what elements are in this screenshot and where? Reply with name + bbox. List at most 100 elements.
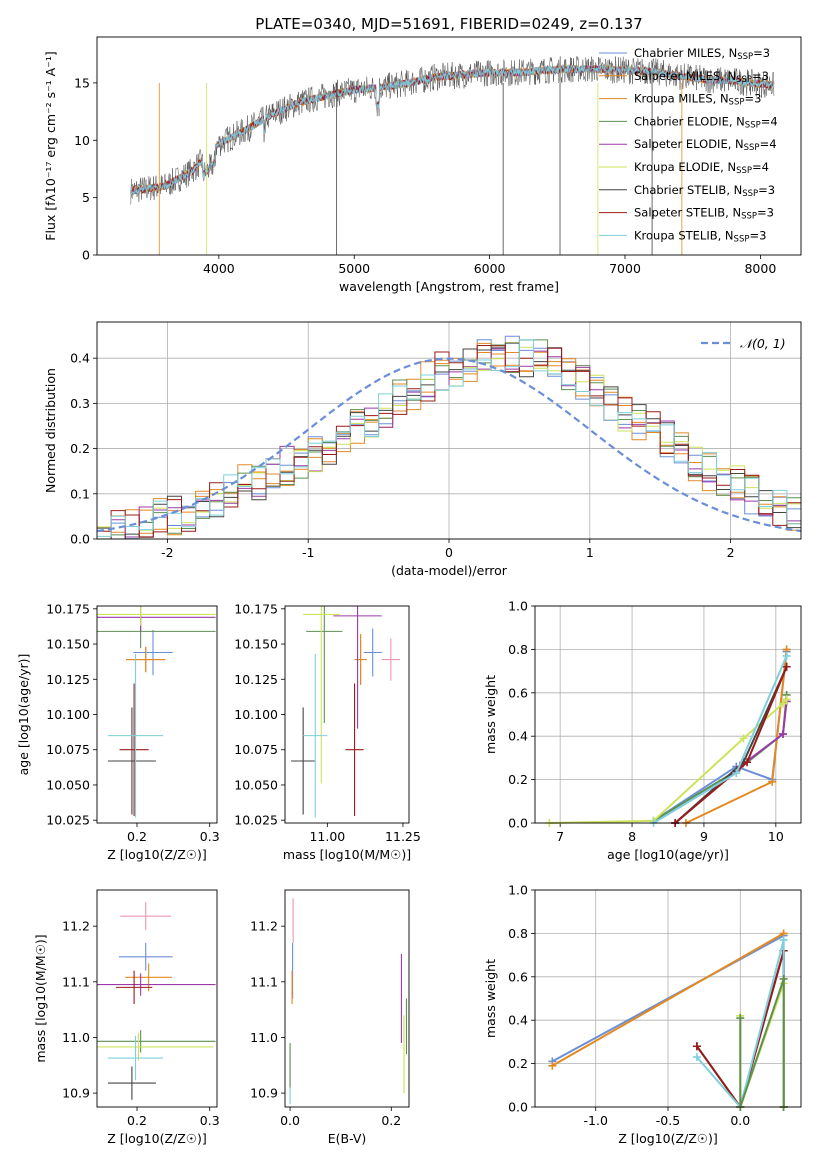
y-tick-label: 0.6 xyxy=(508,685,528,700)
x-tick-label: 0.3 xyxy=(200,1113,220,1128)
legend-entry: Salpeter ELODIE, NSSP=4 xyxy=(634,137,777,153)
errorbar-plot xyxy=(97,606,216,818)
y-tick-label: 0.1 xyxy=(70,486,90,501)
y-tick-label: 0.4 xyxy=(508,729,528,744)
y-tick-label: 0.6 xyxy=(508,969,528,984)
weight-marker xyxy=(548,1061,557,1070)
x-tick-label: 9 xyxy=(700,829,708,844)
y-tick-label: 10.075 xyxy=(46,742,90,757)
x-axis-label: mass [log10(M/M☉)] xyxy=(283,847,411,862)
x-tick-label: 7 xyxy=(556,829,564,844)
y-tick-label: 11.1 xyxy=(62,974,90,989)
weight-plot xyxy=(545,645,791,827)
x-tick-label: 0.2 xyxy=(381,1113,401,1128)
legend-entry: Salpeter STELIB, NSSP=3 xyxy=(634,206,774,222)
y-tick-label: 11.0 xyxy=(250,1030,278,1045)
weight-marker xyxy=(692,1053,701,1062)
legend-entry: Kroupa STELIB, NSSP=3 xyxy=(634,228,766,244)
y-axis-label: mass [log10(M/M☉)] xyxy=(33,934,48,1062)
axes: 4000 5000 6000 7000 8000 0 5 10 15 wavelength [An… xyxy=(43,51,776,294)
axes-frame xyxy=(284,889,410,1108)
axes: 7 8 9 10 0.0 0.2 0.4 0.6 0.8 1.0 age [log10(age/yr… xyxy=(483,599,801,862)
legend-entry: Chabrier MILES, NSSP=3 xyxy=(634,46,770,62)
y-tick-label: 11.1 xyxy=(250,974,278,989)
weight-line xyxy=(551,932,785,1067)
x-tick-label: 0.0 xyxy=(730,1113,750,1128)
errorbar-plot xyxy=(97,902,216,1100)
x-tick-label: -0.5 xyxy=(656,1113,680,1128)
x-tick-label: 8 xyxy=(628,829,636,844)
weight-marker xyxy=(768,777,777,786)
axes-frame xyxy=(534,605,802,824)
y-tick-label: 10.9 xyxy=(62,1086,90,1101)
axes-frame xyxy=(284,605,410,824)
weight-marker xyxy=(779,974,788,983)
y-tick-label: 10.150 xyxy=(234,637,278,652)
spectrum-line xyxy=(130,64,775,195)
axes-frame xyxy=(96,889,218,1108)
axes-frame xyxy=(534,889,802,1108)
y-tick-label: 1.0 xyxy=(508,883,528,898)
y-tick-label: 10 xyxy=(74,133,90,148)
histogram-plot xyxy=(97,335,801,539)
x-tick-label: -1.0 xyxy=(584,1113,608,1128)
y-tick-label: 0.4 xyxy=(70,351,90,366)
y-tick-label: 0.8 xyxy=(508,926,528,941)
weight-marker xyxy=(743,758,752,767)
histogram-step xyxy=(97,348,801,539)
y-tick-label: 10.125 xyxy=(234,672,278,687)
y-tick-label: 10.025 xyxy=(234,813,278,828)
x-axis-label: wavelength [Angstrom, rest frame] xyxy=(339,279,559,294)
x-axis-label: Z [log10(Z/Z☉)] xyxy=(107,847,207,862)
figure-title: PLATE=0340, MJD=51691, FIBERID=0249, z=0… xyxy=(255,15,642,33)
y-tick-label: 11.0 xyxy=(62,1030,90,1045)
weight-marker xyxy=(779,699,788,708)
x-tick-label: 10 xyxy=(768,829,784,844)
weight-marker xyxy=(732,769,741,778)
y-tick-label: 0 xyxy=(82,248,90,263)
y-tick-label: 5 xyxy=(82,190,90,205)
x-tick-label: 5000 xyxy=(338,261,370,276)
x-tick-label: 4000 xyxy=(203,261,235,276)
x-axis-label: (data-model)/error xyxy=(391,563,508,578)
legend: Chabrier MILES, NSSP=3 Salpeter MILES, NS… xyxy=(599,46,778,244)
y-tick-label: 10.050 xyxy=(234,777,278,792)
y-tick-label: 10.100 xyxy=(46,707,90,722)
x-tick-label: 7000 xyxy=(609,261,641,276)
errorbar-plot xyxy=(289,898,408,1105)
y-tick-label: 0.3 xyxy=(70,396,90,411)
histogram-step xyxy=(97,345,801,538)
weight-marker xyxy=(779,730,788,739)
axes: 11.00 11.25 10.025 10.050 10.075 10.100 10.125… xyxy=(234,601,421,862)
weight-marker xyxy=(782,651,791,660)
weight-marker xyxy=(779,935,788,944)
spectrum-plot xyxy=(130,56,775,255)
y-tick-label: 10.050 xyxy=(46,777,90,792)
y-tick-label: 15 xyxy=(74,75,90,90)
weight-marker xyxy=(692,1042,701,1051)
x-tick-label: 0 xyxy=(445,545,453,560)
y-tick-label: 11.2 xyxy=(250,919,278,934)
weight-marker xyxy=(736,1014,745,1023)
y-tick-label: 10.100 xyxy=(234,707,278,722)
weight-marker xyxy=(782,662,791,671)
y-tick-label: 10.9 xyxy=(250,1086,278,1101)
x-tick-label: 0.0 xyxy=(280,1113,300,1128)
axes-frame xyxy=(96,36,802,256)
y-tick-label: 10.025 xyxy=(46,813,90,828)
y-tick-label: 0.2 xyxy=(508,772,528,787)
x-tick-label: 8000 xyxy=(744,261,776,276)
x-tick-label: 0.2 xyxy=(127,829,147,844)
y-tick-label: 10.175 xyxy=(46,601,90,616)
y-tick-label: 0.2 xyxy=(70,441,90,456)
axes: 0.2 0.3 10.025 10.050 10.075 10.100 10.125 10.1… xyxy=(16,601,220,862)
normal-curve xyxy=(97,357,801,533)
y-tick-label: 0.4 xyxy=(508,1013,528,1028)
axes-frame xyxy=(96,605,218,824)
y-tick-label: 10.125 xyxy=(46,672,90,687)
weight-line xyxy=(653,655,788,824)
weight-marker xyxy=(739,734,748,743)
weight-line xyxy=(674,701,788,824)
y-axis-label: age [log10(age/yr)] xyxy=(16,654,31,776)
